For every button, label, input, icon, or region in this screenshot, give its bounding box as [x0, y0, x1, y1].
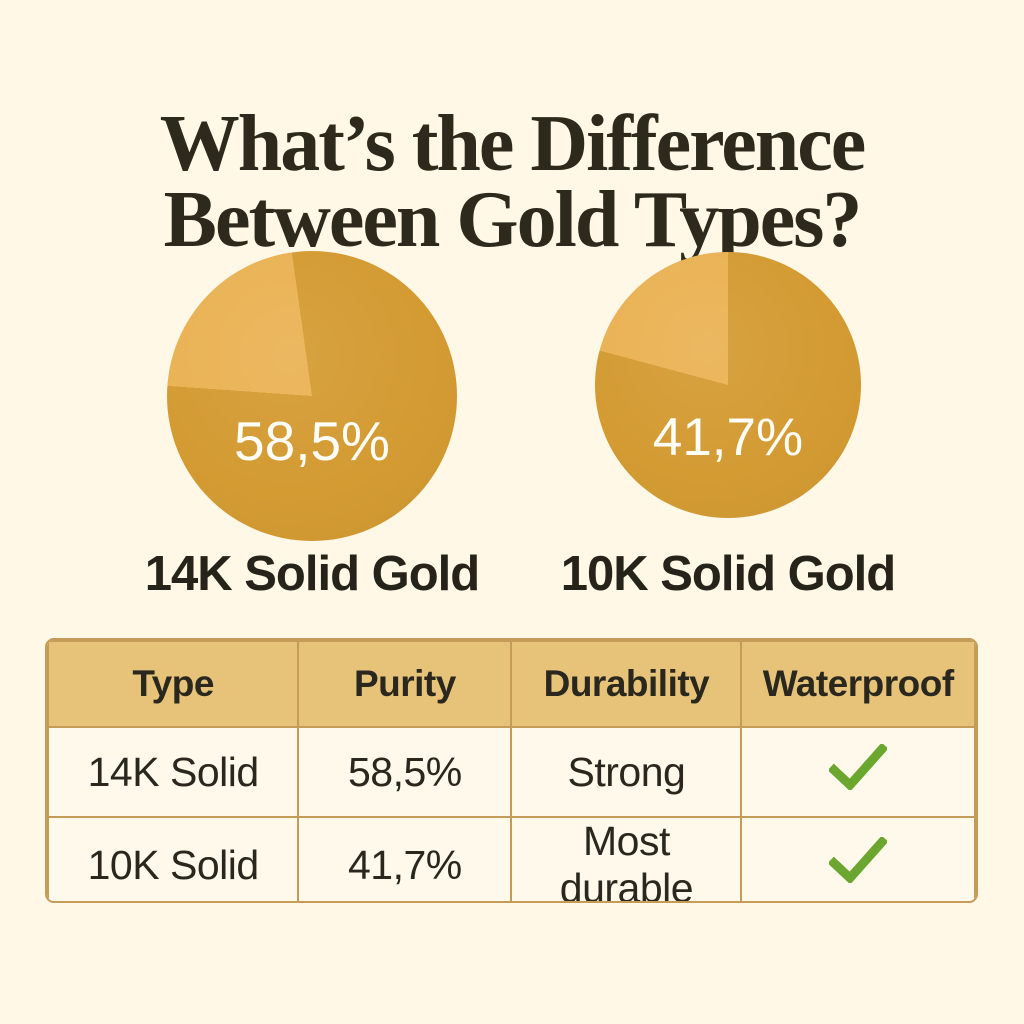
cell-durability-10k: Most durable [510, 816, 743, 901]
table-header-row: Type Purity Durability Waterproof [47, 640, 976, 728]
pie-value-label-14k: 58,5% [234, 410, 390, 472]
column-header-waterproof: Waterproof [740, 640, 976, 728]
comparison-table: Type Purity Durability Waterproof 14K So… [45, 638, 978, 903]
cell-durability-14k: Strong [510, 726, 743, 818]
cell-waterproof-14k [740, 726, 976, 818]
checkmark-icon [829, 744, 888, 790]
cell-type-14k: 14K Solid [47, 726, 300, 818]
pie-caption-14k-gold: 14K Solid Gold [144, 547, 480, 601]
column-header-purity: Purity [297, 640, 513, 728]
cell-type-10k: 10K Solid [47, 816, 300, 901]
checkmark-icon [829, 837, 888, 883]
title-line-2: Between Gold Types? [163, 175, 863, 264]
page-title: What’s the Difference Between Gold Types… [0, 104, 1024, 260]
pie-chart-14k-gold: 58,5% [167, 251, 457, 541]
pie-chart-10k-gold: 41,7% [595, 252, 861, 518]
cell-purity-14k: 58,5% [297, 726, 513, 818]
column-header-durability: Durability [510, 640, 743, 728]
cell-waterproof-10k [740, 816, 976, 901]
pie-caption-10k-gold: 10K Solid Gold [560, 547, 896, 601]
table-row-14k: 14K Solid 58,5% Strong [47, 726, 976, 818]
pie-value-label-10k: 41,7% [652, 408, 804, 467]
title-line-1: What’s the Difference [159, 99, 866, 188]
cell-purity-10k: 41,7% [297, 816, 513, 901]
table-row-10k: 10K Solid 41,7% Most durable [47, 816, 976, 901]
column-header-type: Type [47, 640, 300, 728]
